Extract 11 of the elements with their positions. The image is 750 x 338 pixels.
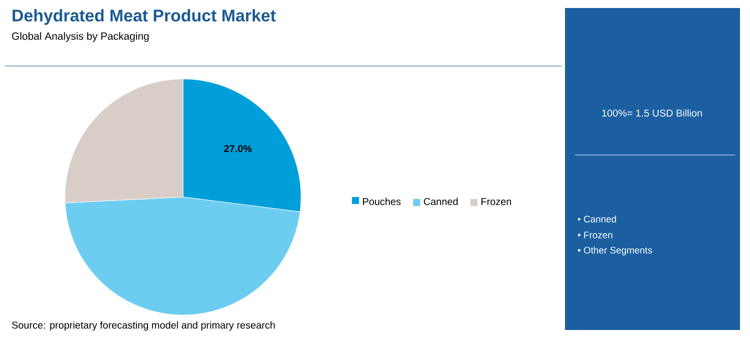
source-note: Source: proprietary forecasting model and primary research [12, 321, 275, 331]
text: • Other Segments [578, 246, 652, 256]
data-label: 27.0% [224, 145, 252, 152]
chart-title: Dehydrated Meat Product Market [12, 9, 276, 25]
legend-label: Canned [424, 198, 458, 206]
text: 100%= 1.5 USD Billion [602, 109, 702, 117]
legend-label: Pouches [363, 198, 401, 206]
text: • Canned [578, 216, 616, 222]
legend-label: Frozen [481, 198, 512, 206]
text: • Frozen [578, 232, 612, 238]
chart-subtitle: Global Analysis by Packaging [12, 32, 149, 42]
